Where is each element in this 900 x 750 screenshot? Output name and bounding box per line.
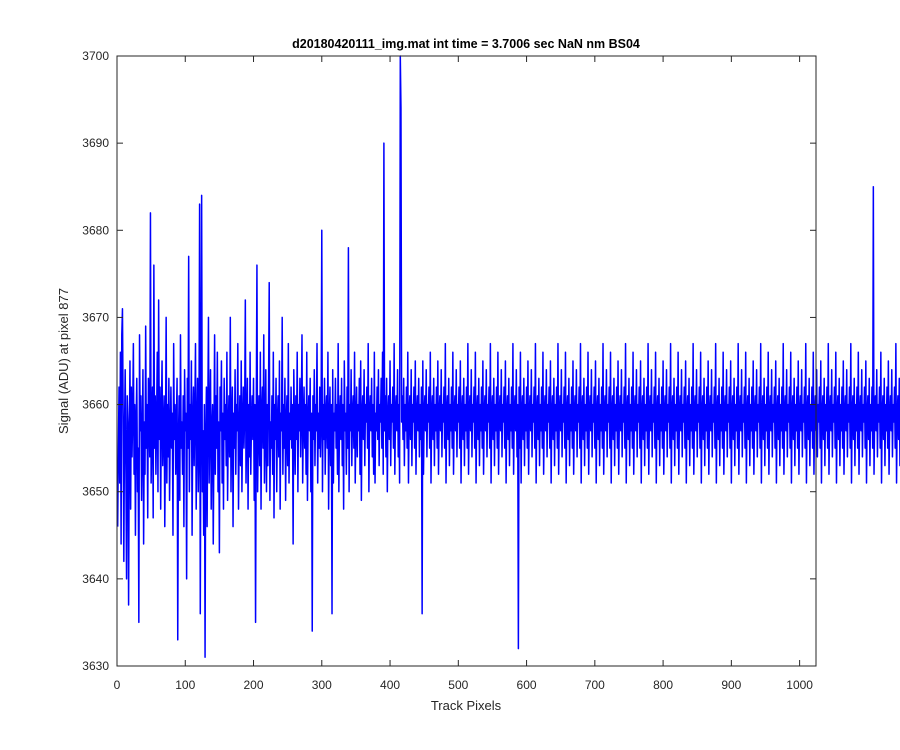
plot-area <box>116 55 900 659</box>
x-tick-label: 300 <box>312 678 332 692</box>
y-axis-label: Signal (ADU) at pixel 877 <box>56 288 71 434</box>
x-tick-label: 600 <box>517 678 537 692</box>
y-tick-label: 3700 <box>82 49 109 63</box>
y-tick-label: 3690 <box>82 136 109 150</box>
axes-box <box>116 55 817 667</box>
y-tick-label: 3640 <box>82 572 109 586</box>
chart-title: d20180420111_img.mat int time = 3.7006 s… <box>292 37 640 51</box>
y-tick-label: 3680 <box>82 223 109 237</box>
y-tick-label: 3670 <box>82 310 109 324</box>
x-tick-label: 400 <box>380 678 400 692</box>
x-tick-label: 100 <box>175 678 195 692</box>
x-tick-label: 0 <box>114 678 121 692</box>
y-axis: 3630 3640 3650 3660 3670 3680 3690 3700 <box>82 49 816 673</box>
x-tick-label: 900 <box>721 678 741 692</box>
x-axis: 0 100 200 300 400 500 600 700 800 900 1000 <box>114 56 813 692</box>
y-tick-label: 3660 <box>82 398 109 412</box>
x-tick-label: 200 <box>244 678 264 692</box>
y-tick-label: 3650 <box>82 485 109 499</box>
x-tick-label: 1000 <box>786 678 813 692</box>
x-tick-label: 700 <box>585 678 605 692</box>
x-tick-label: 500 <box>448 678 468 692</box>
y-tick-label: 3630 <box>82 659 109 673</box>
x-tick-label: 800 <box>653 678 673 692</box>
x-axis-label: Track Pixels <box>431 698 502 713</box>
series-line-0 <box>116 55 900 659</box>
